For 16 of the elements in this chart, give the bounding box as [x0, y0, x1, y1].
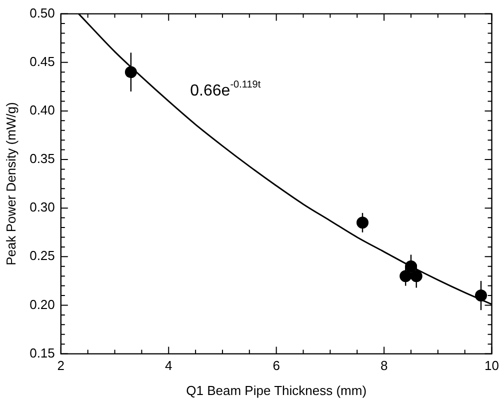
x-tick-label: 2 — [57, 358, 65, 374]
x-tick-label: 8 — [380, 358, 388, 374]
y-tick-label: 0.25 — [30, 248, 55, 264]
y-tick-label: 0.40 — [30, 102, 55, 118]
x-tick-label: 4 — [165, 358, 172, 374]
y-tick-label: 0.30 — [30, 200, 55, 215]
x-tick-label: 10 — [484, 358, 500, 374]
y-tick-label: 0.15 — [30, 345, 55, 360]
point — [356, 216, 369, 229]
y-axis-title: Peak Power Density (mW/g) — [3, 102, 18, 266]
y-tick-label: 0.45 — [30, 54, 55, 69]
x-axis-title: Q1 Beam Pipe Thickness (mm) — [186, 382, 367, 398]
y-tick-label: 0.50 — [30, 5, 55, 20]
y-tick-label: 0.20 — [30, 296, 55, 312]
y-tick-label: 0.35 — [30, 151, 55, 166]
x-tick-label: 6 — [272, 358, 280, 374]
